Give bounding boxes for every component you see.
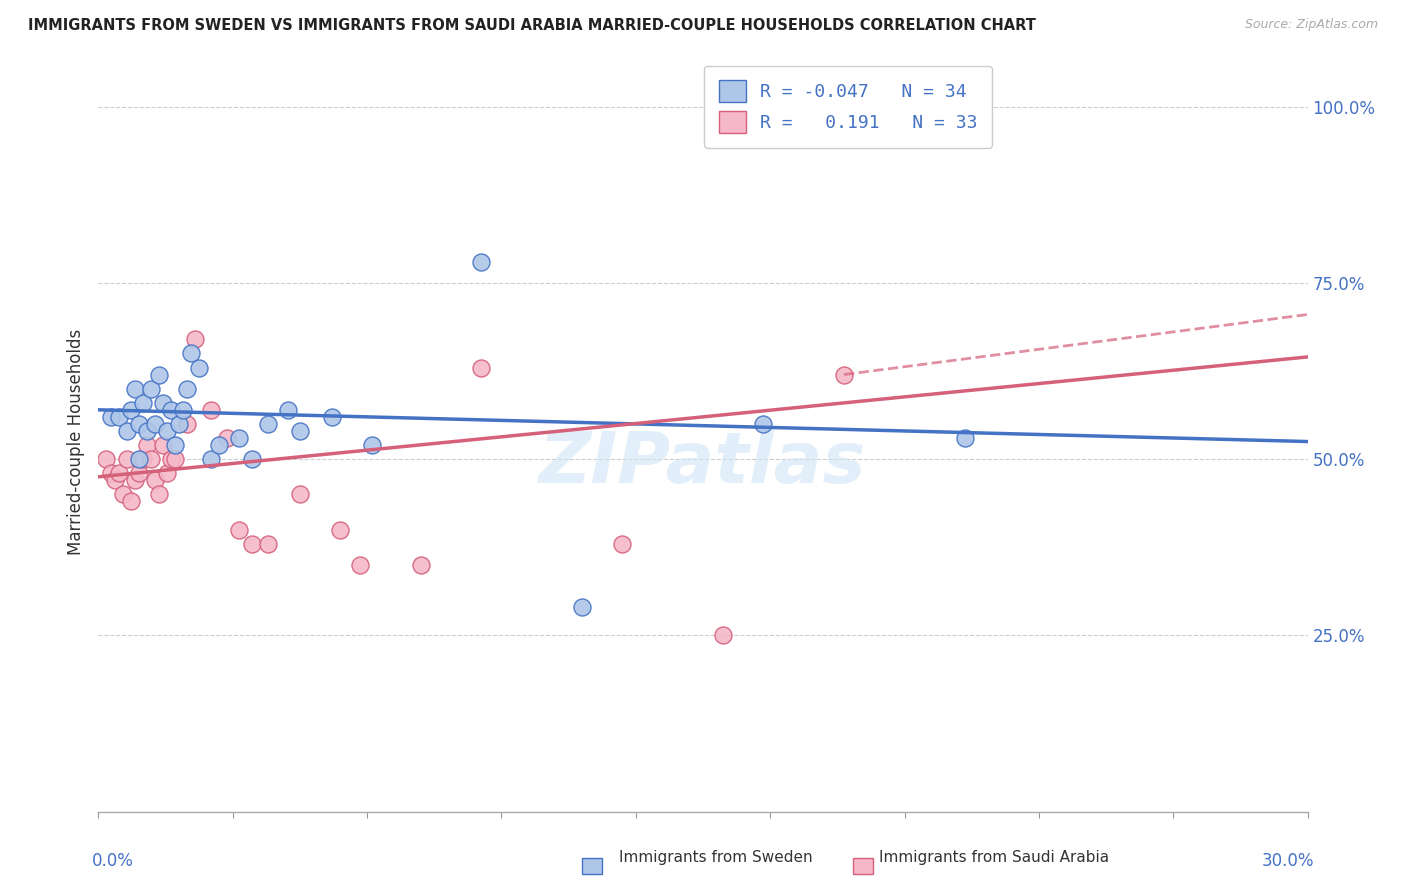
Point [288,487,311,501]
Point [135,438,157,452]
Point [228,523,250,537]
Point [163,438,186,452]
Point [711,628,734,642]
Point [128,467,150,481]
Point [111,487,134,501]
Bar [853,858,873,874]
Legend: R = -0.047   N = 34, R =   0.191   N = 33: R = -0.047 N = 34, R = 0.191 N = 33 [704,66,993,147]
Point [115,452,138,467]
Text: 0.0%: 0.0% [91,852,134,870]
Point [148,368,170,382]
Point [163,452,186,467]
Point [107,409,129,424]
Y-axis label: Married-couple Households: Married-couple Households [66,328,84,555]
Point [100,467,122,481]
Text: Immigrants from Saudi Arabia: Immigrants from Saudi Arabia [879,850,1109,865]
Point [100,409,122,424]
Point [752,417,775,431]
Point [156,424,179,438]
Point [152,438,174,452]
Text: IMMIGRANTS FROM SWEDEN VS IMMIGRANTS FROM SAUDI ARABIA MARRIED-COUPLE HOUSEHOLDS: IMMIGRANTS FROM SWEDEN VS IMMIGRANTS FRO… [28,18,1036,33]
Point [160,452,183,467]
Text: 30.0%: 30.0% [1263,852,1315,870]
Point [321,409,343,424]
Point [288,424,311,438]
Point [143,417,166,431]
Text: ZIPatlas: ZIPatlas [540,429,866,499]
Point [256,537,278,551]
Point [200,452,222,467]
Point [176,382,198,396]
Point [571,600,593,615]
Point [143,473,166,487]
Point [256,417,278,431]
Point [217,431,239,445]
Point [470,254,492,268]
Point [96,452,118,467]
Point [132,396,155,410]
Point [329,523,352,537]
Point [953,431,976,445]
Point [128,417,150,431]
Point [184,332,207,346]
Point [124,473,146,487]
Point [277,402,299,417]
Point [120,494,142,508]
Point [188,360,211,375]
Point [132,452,155,467]
Point [409,558,432,572]
Point [135,424,157,438]
Point [200,402,222,417]
Point [176,417,198,431]
Bar [582,858,602,874]
Point [120,402,142,417]
Point [361,438,384,452]
Point [124,382,146,396]
Text: Source: ZipAtlas.com: Source: ZipAtlas.com [1244,18,1378,31]
Point [228,431,250,445]
Point [208,438,231,452]
Point [180,346,202,360]
Point [139,452,162,467]
Point [612,537,634,551]
Point [160,402,183,417]
Point [152,396,174,410]
Point [139,382,162,396]
Point [103,473,125,487]
Point [240,452,263,467]
Point [107,467,129,481]
Point [832,368,855,382]
Point [115,424,138,438]
Point [128,452,150,467]
Point [167,417,190,431]
Point [156,467,179,481]
Point [148,487,170,501]
Point [349,558,371,572]
Point [240,537,263,551]
Point [172,402,194,417]
Point [470,360,492,375]
Text: Immigrants from Sweden: Immigrants from Sweden [619,850,813,865]
